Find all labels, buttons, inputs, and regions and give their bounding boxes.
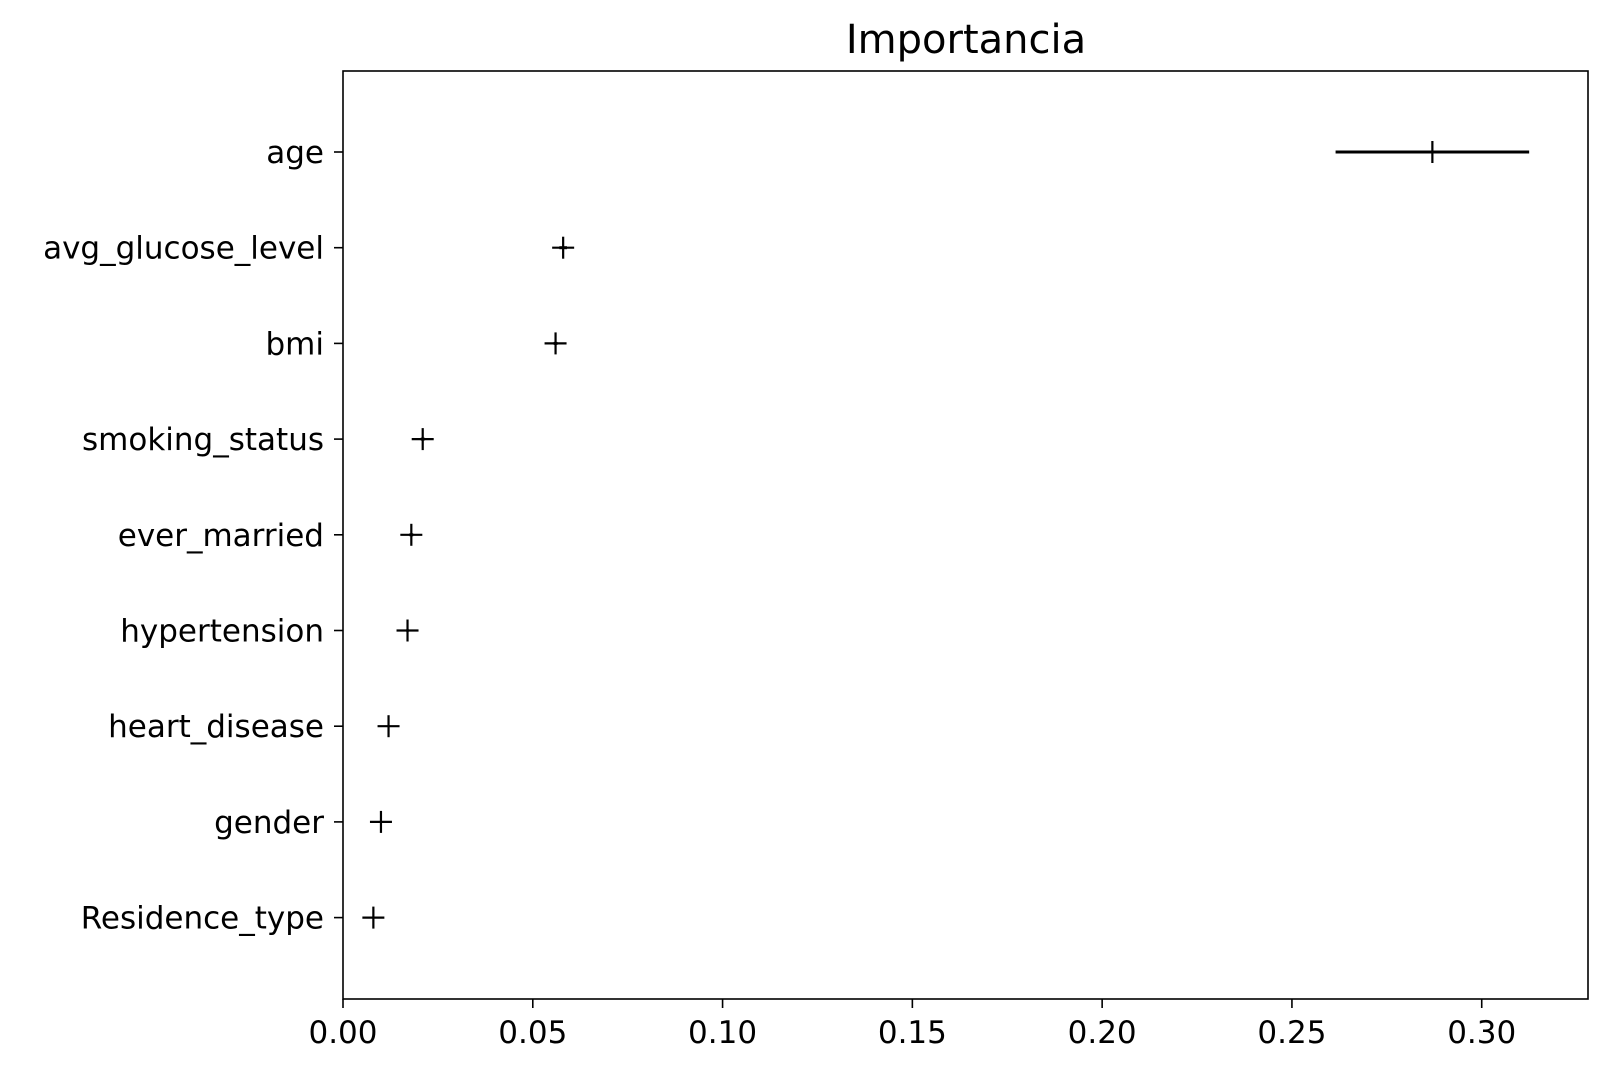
x-tick-label: 0.25 — [1257, 1015, 1326, 1051]
data-point — [400, 523, 423, 546]
data-point — [411, 428, 434, 451]
data-point — [396, 619, 419, 642]
x-tick-label: 0.30 — [1447, 1015, 1516, 1051]
y-tick-label: bmi — [266, 326, 325, 362]
y-tick-label: gender — [214, 805, 324, 841]
y-tick-label: Residence_type — [81, 901, 324, 937]
y-tick-label: heart_disease — [108, 709, 324, 745]
chart-title: Importancia — [846, 17, 1086, 63]
y-tick-label: ever_married — [118, 518, 324, 554]
x-axis: 0.00 0.05 0.10 0.15 0.20 0.25 0.30 — [308, 999, 1516, 1051]
y-tick-label: age — [266, 135, 324, 171]
data-point — [544, 332, 567, 355]
x-tick-label: 0.20 — [1068, 1015, 1137, 1051]
plot-frame — [342, 70, 1589, 1000]
data-point — [1421, 141, 1444, 163]
x-tick-label: 0.00 — [308, 1015, 377, 1051]
y-tick-label: hypertension — [120, 614, 324, 650]
data-point — [552, 236, 575, 259]
x-tick-label: 0.05 — [498, 1015, 567, 1051]
x-tick-label: 0.15 — [878, 1015, 947, 1051]
data-point — [369, 810, 392, 833]
data-point — [377, 715, 400, 738]
x-tick-label: 0.10 — [688, 1015, 757, 1051]
y-tick-label: avg_glucose_level — [43, 231, 324, 267]
data-point — [362, 906, 385, 929]
data-points — [362, 141, 1530, 929]
y-tick-label: smoking_status — [82, 422, 324, 458]
